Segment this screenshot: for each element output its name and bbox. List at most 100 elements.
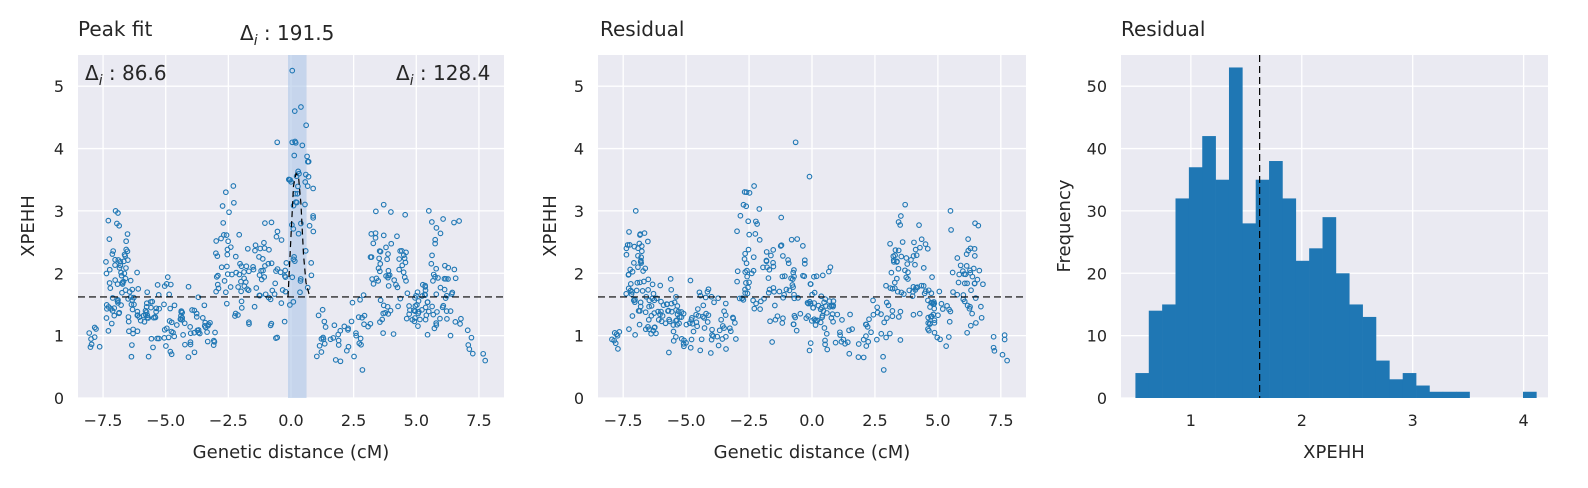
data-point <box>220 220 227 226</box>
y-tick-label: 0 <box>54 389 64 408</box>
data-point <box>756 206 763 212</box>
data-point <box>905 276 911 282</box>
data-point <box>93 326 99 332</box>
data-point <box>187 341 194 348</box>
data-point <box>182 341 188 348</box>
data-point <box>382 309 389 316</box>
data-point <box>649 281 656 288</box>
data-point <box>709 326 715 333</box>
data-point <box>103 315 110 321</box>
data-point <box>144 289 151 296</box>
histogram-bar <box>1242 223 1256 398</box>
data-point <box>291 152 298 159</box>
data-point <box>153 308 159 315</box>
data-point <box>432 240 438 247</box>
histogram-bar <box>1255 179 1270 398</box>
data-point <box>964 329 970 336</box>
data-point <box>221 278 228 284</box>
data-point <box>232 313 238 319</box>
data-point <box>928 313 935 320</box>
data-point <box>121 270 128 277</box>
data-point <box>144 312 151 319</box>
data-point <box>741 256 748 262</box>
data-point <box>978 314 985 321</box>
data-point <box>969 273 976 280</box>
data-point <box>380 330 386 336</box>
data-point <box>671 299 678 306</box>
data-point <box>908 257 914 263</box>
data-point <box>148 335 155 342</box>
data-point <box>745 284 751 291</box>
data-point <box>297 278 304 284</box>
data-point <box>925 297 931 304</box>
data-point <box>295 183 301 190</box>
data-point <box>380 201 387 208</box>
data-point <box>430 311 437 318</box>
data-point <box>268 219 275 226</box>
data-point <box>437 284 444 291</box>
data-point <box>891 285 898 292</box>
data-point <box>261 274 268 280</box>
data-point <box>193 310 200 317</box>
data-point <box>830 303 836 310</box>
data-point <box>287 302 293 308</box>
data-point <box>905 269 911 276</box>
data-point <box>788 275 794 282</box>
data-point <box>443 275 449 282</box>
data-point <box>278 237 285 243</box>
data-point <box>141 318 148 325</box>
x-tick-label: −5.0 <box>146 411 185 430</box>
data-point <box>885 302 892 309</box>
data-point <box>791 312 798 319</box>
data-point <box>783 286 790 293</box>
data-point <box>806 298 813 305</box>
data-point <box>302 171 309 178</box>
data-point <box>870 311 877 318</box>
data-point <box>895 314 902 320</box>
data-point <box>892 252 898 259</box>
data-point <box>916 222 922 228</box>
data-point <box>298 220 304 227</box>
data-point <box>746 231 753 238</box>
data-point <box>189 307 195 313</box>
data-point <box>920 265 927 271</box>
data-point <box>646 303 652 310</box>
data-point <box>638 254 645 261</box>
data-point <box>321 318 328 325</box>
data-point <box>185 283 192 290</box>
y-tick-label: 1 <box>54 327 64 346</box>
data-point <box>891 279 898 286</box>
x-tick-label: 2.5 <box>341 411 366 430</box>
data-point <box>388 209 394 215</box>
x-tick-label: 2 <box>1297 411 1307 430</box>
data-point <box>946 318 953 325</box>
annotation-top: Δi : 191.5 <box>240 21 334 49</box>
histogram-bar <box>1456 391 1470 398</box>
data-point <box>926 327 932 334</box>
delta-symbol: Δ <box>396 61 410 85</box>
data-point <box>792 139 799 146</box>
data-point <box>213 288 219 295</box>
data-point <box>777 243 784 249</box>
annotation-right: Δi : 128.4 <box>396 61 490 89</box>
data-point <box>653 295 660 302</box>
data-point <box>116 310 122 317</box>
data-point <box>236 231 243 238</box>
histogram-bar <box>1135 373 1150 398</box>
data-point <box>778 242 785 249</box>
data-point <box>818 304 825 311</box>
data-point <box>377 297 384 304</box>
histogram-bars <box>1135 67 1537 399</box>
data-point <box>791 267 797 273</box>
data-point <box>456 218 462 224</box>
data-point <box>750 254 757 261</box>
data-point <box>368 254 375 260</box>
data-point <box>817 319 824 326</box>
data-point <box>895 247 902 254</box>
data-point <box>410 307 417 314</box>
data-point <box>636 308 643 314</box>
data-point <box>316 342 323 349</box>
data-point <box>834 311 841 318</box>
data-point <box>397 295 404 302</box>
data-point <box>289 274 296 281</box>
